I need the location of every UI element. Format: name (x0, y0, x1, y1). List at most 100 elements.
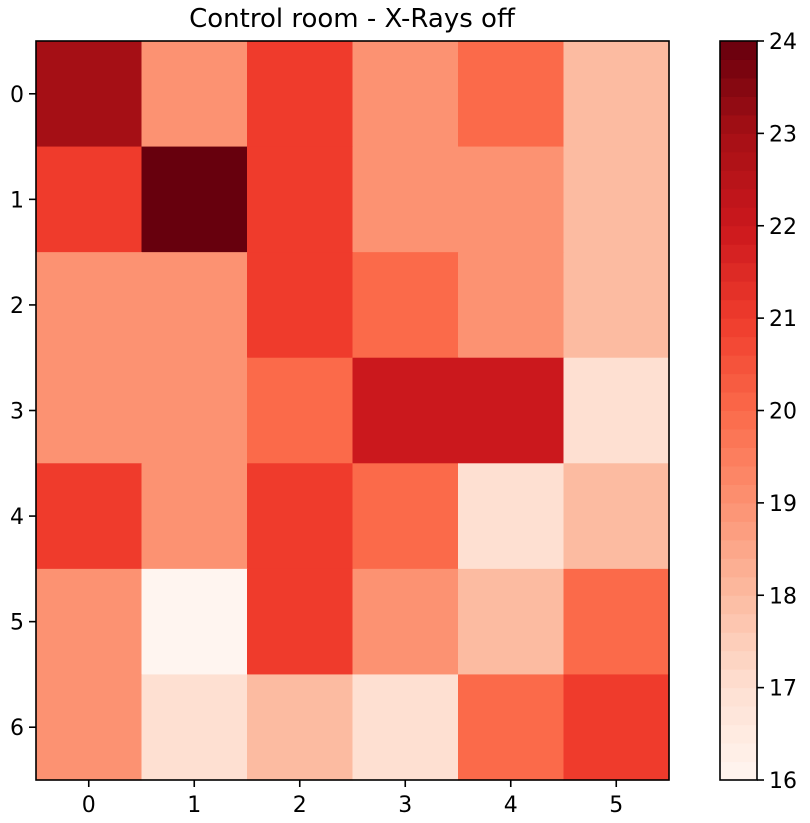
heatmap-cell (36, 674, 143, 781)
heatmap-cell (563, 252, 670, 359)
heatmap-cell (36, 568, 143, 676)
heatmap-cell (563, 146, 670, 253)
colorbar-segment (720, 447, 757, 467)
heatmap-cells (36, 41, 670, 781)
heatmap-cell (141, 674, 248, 781)
heatmap-cell (352, 674, 459, 781)
x-tick-label: 1 (187, 793, 201, 818)
colorbar-tick-label: 22 (769, 215, 797, 240)
heatmap-cell (458, 252, 565, 359)
y-tick-label: 0 (10, 83, 24, 108)
chart-title: Control room - X-Rays off (189, 4, 516, 34)
heatmap-cell (563, 568, 670, 676)
x-tick-label: 5 (609, 793, 623, 818)
colorbar-segment (720, 41, 757, 60)
heatmap-cell (247, 41, 354, 148)
heatmap-cell (352, 252, 459, 359)
heatmap-cell (458, 463, 565, 570)
colorbar-segment (720, 392, 757, 411)
colorbar: 16 17 18 19 20 21 22 23 24 (719, 30, 797, 794)
colorbar-segment (720, 114, 757, 134)
heatmap-cell (247, 568, 354, 676)
colorbar-segment (720, 428, 757, 448)
colorbar-tick-label: 19 (769, 492, 797, 517)
heatmap-cell (563, 41, 670, 148)
colorbar-tick-label: 17 (769, 677, 797, 702)
heatmap-cell (352, 146, 459, 253)
heatmap-cell (247, 357, 354, 464)
x-axis: 0 1 2 3 4 5 (82, 780, 623, 818)
heatmap-cell (247, 674, 354, 781)
colorbar-segment (720, 724, 757, 744)
heatmap-cell (352, 568, 459, 676)
colorbar-tick-label: 20 (769, 400, 797, 425)
colorbar-segment (720, 188, 757, 208)
heatmap-cell (36, 252, 143, 359)
colorbar-segment (720, 706, 757, 726)
y-tick-label: 2 (10, 294, 24, 319)
heatmap-cell (563, 357, 670, 464)
y-tick-label: 6 (10, 716, 24, 741)
colorbar-segment (720, 77, 757, 97)
y-tick-label: 5 (10, 611, 24, 636)
heatmap-cell (141, 41, 248, 148)
colorbar-segment (720, 133, 757, 153)
heatmap-cell (36, 146, 143, 253)
x-tick-label: 2 (293, 793, 307, 818)
heatmap-cell (36, 463, 143, 570)
colorbar-segment (720, 244, 757, 264)
heatmap-cell (141, 357, 248, 464)
y-axis: 0 1 2 3 4 5 6 (10, 83, 36, 741)
colorbar-tick-label: 24 (769, 30, 797, 55)
colorbar-segment (720, 743, 757, 763)
colorbar-segment (720, 151, 757, 171)
colorbar-segment (720, 225, 757, 245)
heatmap-cell (247, 146, 354, 253)
y-tick-label: 4 (10, 505, 24, 530)
colorbar-segment (720, 687, 757, 707)
colorbar-segment (720, 410, 757, 430)
colorbar-segment (720, 465, 757, 485)
y-tick-label: 1 (10, 188, 24, 213)
colorbar-segment (720, 373, 757, 393)
heatmap-cell (141, 146, 248, 253)
heatmap-cell (352, 357, 459, 464)
heatmap-cell (352, 41, 459, 148)
heatmap-cell (563, 674, 670, 781)
heatmap-cell (141, 463, 248, 570)
colorbar-segment (720, 299, 757, 319)
heatmap-cell (458, 146, 565, 253)
colorbar-tick-label: 18 (769, 584, 797, 609)
heatmap-cell (458, 674, 565, 781)
heatmap-cell (247, 463, 354, 570)
heatmap-cell (458, 357, 565, 464)
heatmap-cell (247, 252, 354, 359)
colorbar-segment (720, 355, 757, 375)
colorbar-segment (720, 262, 757, 282)
colorbar-segment (720, 650, 757, 670)
x-tick-label: 3 (398, 793, 412, 818)
heatmap-cell (458, 568, 565, 676)
x-tick-label: 4 (504, 793, 518, 818)
colorbar-segment (720, 59, 757, 79)
colorbar-segment (720, 502, 757, 522)
colorbar-segment (720, 761, 757, 781)
heatmap-cell (36, 41, 143, 148)
colorbar-segment (720, 595, 757, 615)
colorbar-segment (720, 669, 757, 689)
colorbar-tick-label: 21 (769, 307, 797, 332)
heatmap-cell (36, 357, 143, 464)
heatmap-cell (458, 41, 565, 148)
heatmap-cell (563, 463, 670, 570)
y-tick-label: 3 (10, 400, 24, 425)
colorbar-segment (720, 281, 757, 301)
colorbar-segment (720, 318, 757, 338)
colorbar-segment (720, 521, 757, 541)
heatmap-cell (141, 252, 248, 359)
colorbar-segment (720, 632, 757, 652)
colorbar-segment (720, 539, 757, 559)
colorbar-segment (720, 613, 757, 633)
colorbar-segment (720, 207, 757, 227)
heatmap-cell (141, 568, 248, 676)
